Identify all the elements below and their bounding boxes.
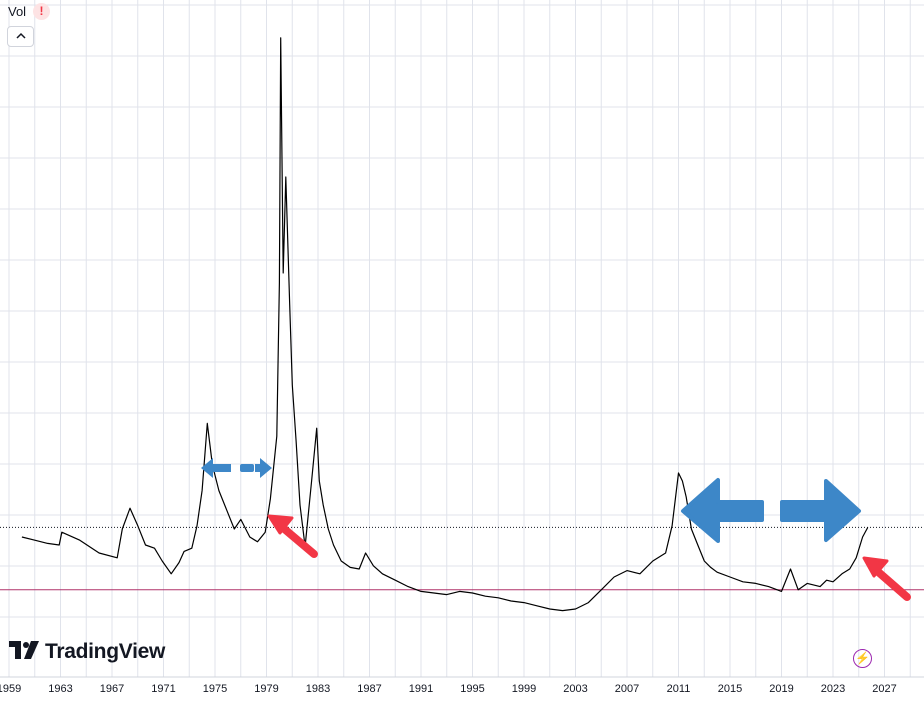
x-tick-label: 1983 bbox=[306, 683, 330, 695]
chevron-up-icon bbox=[15, 30, 26, 42]
lightning-icon[interactable]: ⚡ bbox=[853, 649, 872, 668]
volume-indicator-label[interactable]: Vol bbox=[8, 4, 27, 19]
x-tick-label: 2011 bbox=[667, 683, 691, 695]
blue-double-arrow-large bbox=[681, 478, 861, 543]
x-tick-label: 1991 bbox=[409, 683, 433, 695]
tradingview-logo-icon bbox=[9, 640, 39, 664]
x-tick-label: 1979 bbox=[254, 683, 278, 695]
exclamation-icon[interactable]: ! bbox=[33, 3, 50, 20]
tradingview-logo[interactable]: TradingView bbox=[9, 638, 165, 666]
x-tick-label: 2027 bbox=[872, 683, 896, 695]
x-tick-label: 1971 bbox=[151, 683, 175, 695]
x-tick-label: 2007 bbox=[615, 683, 639, 695]
series-line bbox=[21, 37, 869, 612]
x-tick-label: 1967 bbox=[100, 683, 124, 695]
x-tick-label: 1975 bbox=[203, 683, 227, 695]
x-tick-label: 1963 bbox=[48, 683, 72, 695]
blue-double-arrow-small bbox=[201, 458, 272, 478]
x-tick-label: 2023 bbox=[821, 683, 845, 695]
x-tick-label: 2015 bbox=[718, 683, 742, 695]
x-tick-label: 1959 bbox=[0, 683, 21, 695]
x-tick-label: 1987 bbox=[357, 683, 381, 695]
collapse-button[interactable] bbox=[7, 26, 34, 47]
x-tick-label: 2019 bbox=[769, 683, 793, 695]
x-axis: 1959 1963 1967 1971 1975 1979 1983 1987 1991 1995… bbox=[0, 676, 924, 695]
x-tick-label: 1999 bbox=[512, 683, 536, 695]
x-tick-label: 1995 bbox=[460, 683, 484, 695]
tradingview-logo-text: TradingView bbox=[45, 640, 166, 663]
x-tick-label: 2003 bbox=[563, 683, 587, 695]
red-arrow-1979 bbox=[267, 514, 318, 558]
red-arrow-2025 bbox=[862, 556, 911, 601]
chart-grid bbox=[0, 0, 924, 677]
